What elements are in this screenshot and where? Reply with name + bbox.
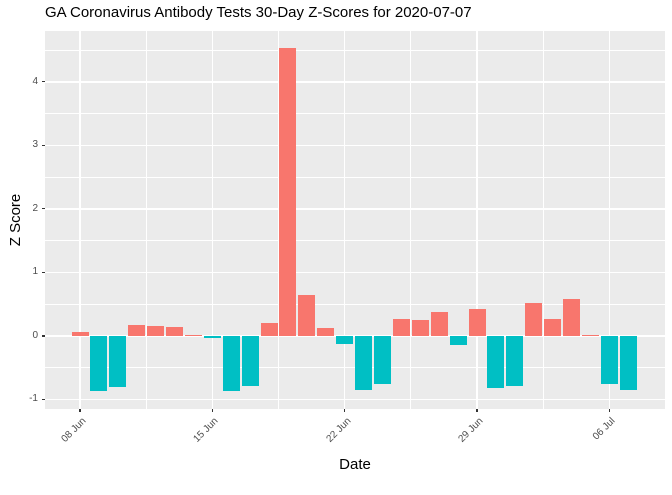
bar-negative [222, 335, 240, 391]
y-tick-mark [42, 398, 45, 401]
x-tick-label: 22 Jun [324, 415, 354, 445]
minor-gridline-horizontal [45, 113, 665, 115]
bar-negative [600, 335, 618, 385]
minor-gridline-horizontal [45, 240, 665, 242]
minor-gridline-vertical [145, 31, 147, 409]
x-tick-mark [79, 409, 81, 412]
x-tick-label: 08 Jun [59, 415, 89, 445]
y-tick-label: 4 [32, 75, 38, 87]
x-axis-title: Date [339, 456, 371, 473]
bar-positive [298, 295, 316, 336]
y-tick-mark [42, 271, 45, 273]
bar-negative [449, 335, 467, 345]
major-gridline-vertical [343, 31, 346, 409]
bar-negative [241, 335, 259, 387]
bar-positive [128, 324, 146, 336]
bar-positive [544, 319, 562, 336]
bar-negative [109, 335, 127, 387]
bar-positive [317, 327, 335, 336]
bar-negative [203, 335, 221, 338]
bar-negative [336, 335, 354, 345]
minor-gridline-horizontal [45, 49, 665, 51]
major-gridline-vertical [476, 31, 478, 409]
bar-positive [563, 299, 581, 336]
y-tick-label: 2 [32, 202, 38, 214]
minor-gridline-vertical [410, 31, 412, 409]
x-tick-label: 15 Jun [191, 415, 221, 445]
bar-positive [411, 320, 429, 336]
x-tick-label: 06 Jul [591, 415, 618, 443]
x-tick-mark [608, 409, 610, 412]
major-gridline-horizontal [45, 81, 665, 83]
bar-positive [260, 323, 278, 336]
major-gridline-vertical [79, 31, 81, 409]
bar-positive [147, 325, 165, 336]
major-gridline-horizontal [45, 144, 665, 147]
bar-negative [90, 335, 108, 392]
y-axis-title: Z Score [7, 193, 24, 247]
y-tick-mark [42, 144, 45, 146]
bar-positive [581, 334, 599, 336]
bar-positive [279, 48, 297, 336]
bar-positive [166, 327, 184, 336]
y-tick-mark [42, 335, 45, 337]
y-tick-label: 3 [32, 139, 38, 151]
major-gridline-horizontal [45, 335, 665, 337]
chart-panel [45, 31, 665, 409]
major-gridline-horizontal [45, 271, 665, 274]
bar-positive [430, 312, 448, 336]
y-tick-label: 0 [32, 329, 38, 341]
major-gridline-horizontal [45, 208, 665, 210]
major-gridline-horizontal [45, 398, 665, 401]
bar-positive [525, 302, 543, 336]
major-gridline-vertical [608, 31, 611, 409]
x-tick-mark [476, 409, 478, 412]
bar-negative [355, 335, 373, 390]
bar-positive [71, 332, 89, 336]
bar-negative [506, 335, 524, 387]
minor-gridline-horizontal [45, 176, 665, 178]
y-tick-mark [42, 81, 45, 83]
y-tick-label: -1 [29, 393, 38, 405]
bar-positive [184, 334, 202, 336]
chart-title: GA Coronavirus Antibody Tests 30-Day Z-S… [45, 4, 472, 21]
x-tick-mark [211, 409, 213, 412]
minor-gridline-horizontal [45, 303, 665, 305]
bar-positive [392, 319, 410, 336]
minor-gridline-vertical [542, 31, 544, 409]
x-tick-label: 29 Jun [456, 415, 486, 445]
bar-negative [487, 335, 505, 389]
y-tick-label: 1 [32, 266, 38, 278]
bar-positive [468, 309, 486, 336]
bar-negative [619, 335, 637, 390]
x-tick-mark [344, 409, 346, 412]
chart-window: { "title": "GA Coronavirus Antibody Test… [7, 4, 665, 473]
y-tick-mark [42, 208, 45, 210]
bar-negative [374, 335, 391, 385]
minor-gridline-horizontal [45, 367, 665, 369]
minor-gridline-vertical [278, 31, 279, 409]
major-gridline-vertical [211, 31, 214, 409]
